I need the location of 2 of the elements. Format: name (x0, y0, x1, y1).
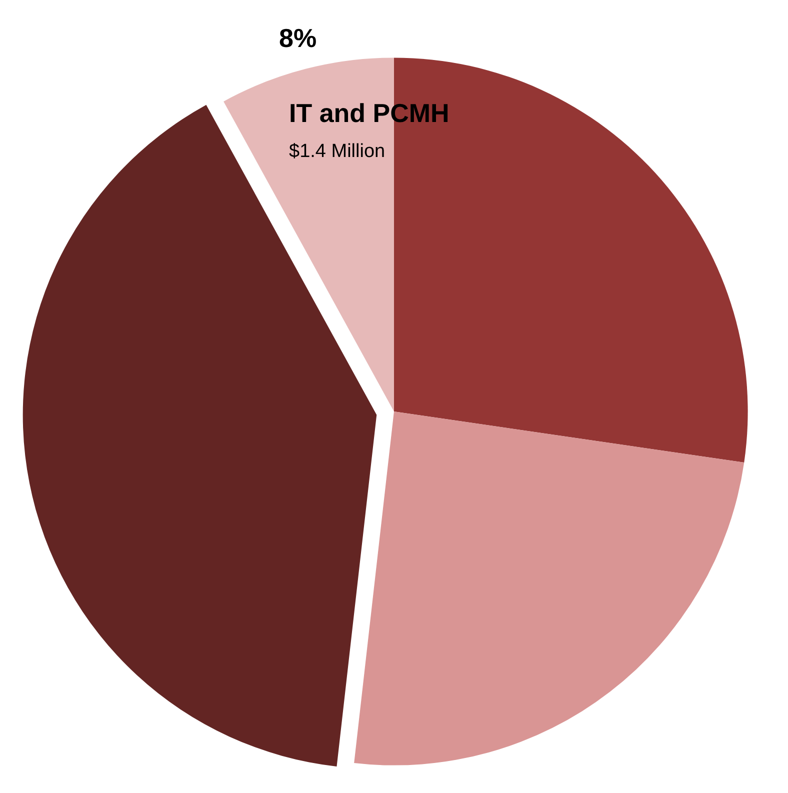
data-label: 8% (279, 23, 317, 53)
text: $1.4 Million (289, 141, 386, 162)
